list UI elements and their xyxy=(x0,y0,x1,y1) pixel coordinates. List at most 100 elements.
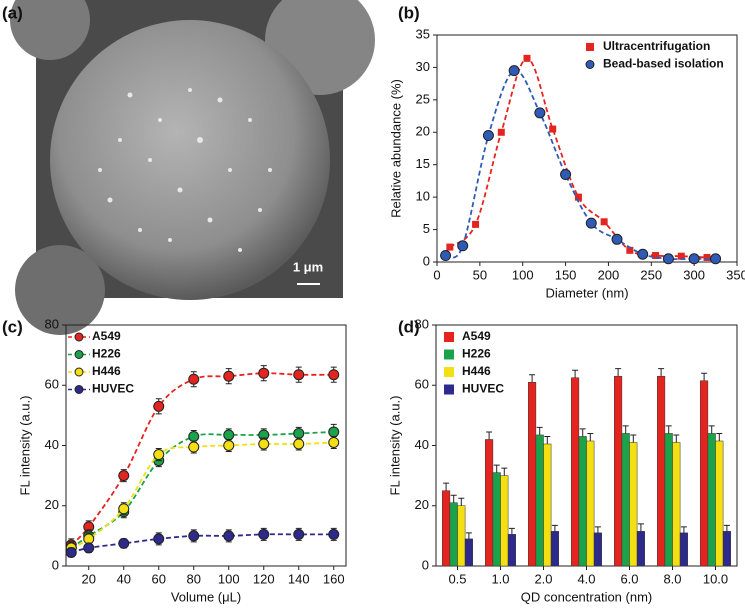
x-tick-label: 1.0 xyxy=(491,571,509,586)
fit-line xyxy=(449,57,708,259)
bar xyxy=(629,442,638,567)
legend-label: H446 xyxy=(92,364,121,378)
error-bar xyxy=(673,434,680,443)
fit-line xyxy=(70,372,334,546)
bar xyxy=(543,443,552,567)
error-bar xyxy=(587,432,594,441)
plot-frame xyxy=(436,34,738,263)
point xyxy=(534,107,546,119)
x-axis-label: Diameter (nm) xyxy=(545,285,628,300)
error-bar xyxy=(536,426,543,435)
legend-label: H226 xyxy=(462,347,491,361)
point xyxy=(293,427,305,439)
bar xyxy=(485,439,494,567)
bar xyxy=(593,532,602,567)
y-tick-label: 35 xyxy=(416,26,430,41)
point xyxy=(549,125,557,133)
point xyxy=(600,218,608,226)
bar xyxy=(722,531,731,567)
point xyxy=(293,369,305,381)
error-bar xyxy=(450,494,457,503)
point xyxy=(258,367,270,379)
y-tick-label: 10 xyxy=(416,189,430,204)
point xyxy=(118,503,130,515)
error-bar xyxy=(701,372,708,381)
bead xyxy=(50,20,330,300)
y-tick-label: 80 xyxy=(45,316,59,331)
bar xyxy=(550,531,559,567)
x-tick-label: 8.0 xyxy=(663,571,681,586)
legend-marker xyxy=(74,367,84,377)
y-axis-label: FL intensity (a.u.) xyxy=(17,396,32,496)
point xyxy=(482,130,494,142)
error-bar xyxy=(615,368,622,377)
error-bar xyxy=(716,432,723,441)
x-tick-label: 6.0 xyxy=(620,571,638,586)
bar xyxy=(657,375,666,567)
x-tick-label: 0 xyxy=(433,267,440,282)
x-tick-label: 120 xyxy=(253,571,275,586)
point xyxy=(223,530,235,542)
legend-marker xyxy=(74,385,84,394)
x-tick-label: 60 xyxy=(152,571,166,586)
fit-line xyxy=(70,431,334,549)
error-bar xyxy=(665,425,672,434)
x-tick-label: 300 xyxy=(683,267,705,282)
point xyxy=(585,217,597,229)
point xyxy=(188,441,200,453)
x-axis-label: QD concentration (nm) xyxy=(521,589,653,604)
error-bar xyxy=(458,497,465,506)
x-tick-label: 140 xyxy=(288,571,310,586)
x-tick-label: 150 xyxy=(555,267,577,282)
x-tick-label: 250 xyxy=(640,267,662,282)
bar xyxy=(535,434,544,567)
y-tick-label: 25 xyxy=(416,91,430,106)
x-tick-label: 50 xyxy=(473,267,487,282)
y-tick-label: 20 xyxy=(415,497,429,512)
point xyxy=(703,253,711,261)
y-tick-label: 0 xyxy=(423,253,430,268)
error-bar xyxy=(501,467,508,476)
point xyxy=(440,250,452,262)
x-tick-label: 20 xyxy=(82,571,96,586)
point xyxy=(446,243,454,251)
bar xyxy=(636,531,645,567)
x-tick-label: 4.0 xyxy=(577,571,595,586)
point xyxy=(497,128,505,136)
point xyxy=(574,193,582,201)
y-tick-label: 60 xyxy=(415,377,429,392)
point xyxy=(328,369,340,381)
error-bar xyxy=(658,368,665,377)
y-tick-label: 0 xyxy=(422,557,429,572)
error-bar xyxy=(680,526,687,533)
point xyxy=(153,400,165,412)
point xyxy=(611,233,623,245)
error-bar xyxy=(508,527,515,535)
point xyxy=(258,528,270,540)
bar xyxy=(457,505,466,567)
point xyxy=(223,440,235,451)
error-bar xyxy=(551,524,558,532)
bar xyxy=(492,472,501,567)
legend-label: Ultracentrifugation xyxy=(603,39,710,53)
point xyxy=(710,253,722,265)
y-tick-label: 5 xyxy=(423,221,430,236)
legend-marker xyxy=(74,332,84,342)
x-tick-label: 100 xyxy=(218,571,240,586)
x-tick-label: 100 xyxy=(512,267,534,282)
vesicles xyxy=(98,88,272,252)
bar xyxy=(571,377,580,567)
panel-label: (a) xyxy=(2,3,23,22)
y-tick-label: 20 xyxy=(45,497,59,512)
error-bar xyxy=(579,428,586,437)
x-tick-label: 2.0 xyxy=(534,571,552,586)
bar xyxy=(679,532,688,567)
point xyxy=(652,252,660,260)
point xyxy=(65,546,77,558)
y-tick-label: 20 xyxy=(416,124,430,139)
legend-marker xyxy=(444,349,454,360)
x-tick-label: 40 xyxy=(117,571,131,586)
point xyxy=(508,65,520,77)
x-tick-label: 160 xyxy=(323,571,345,586)
